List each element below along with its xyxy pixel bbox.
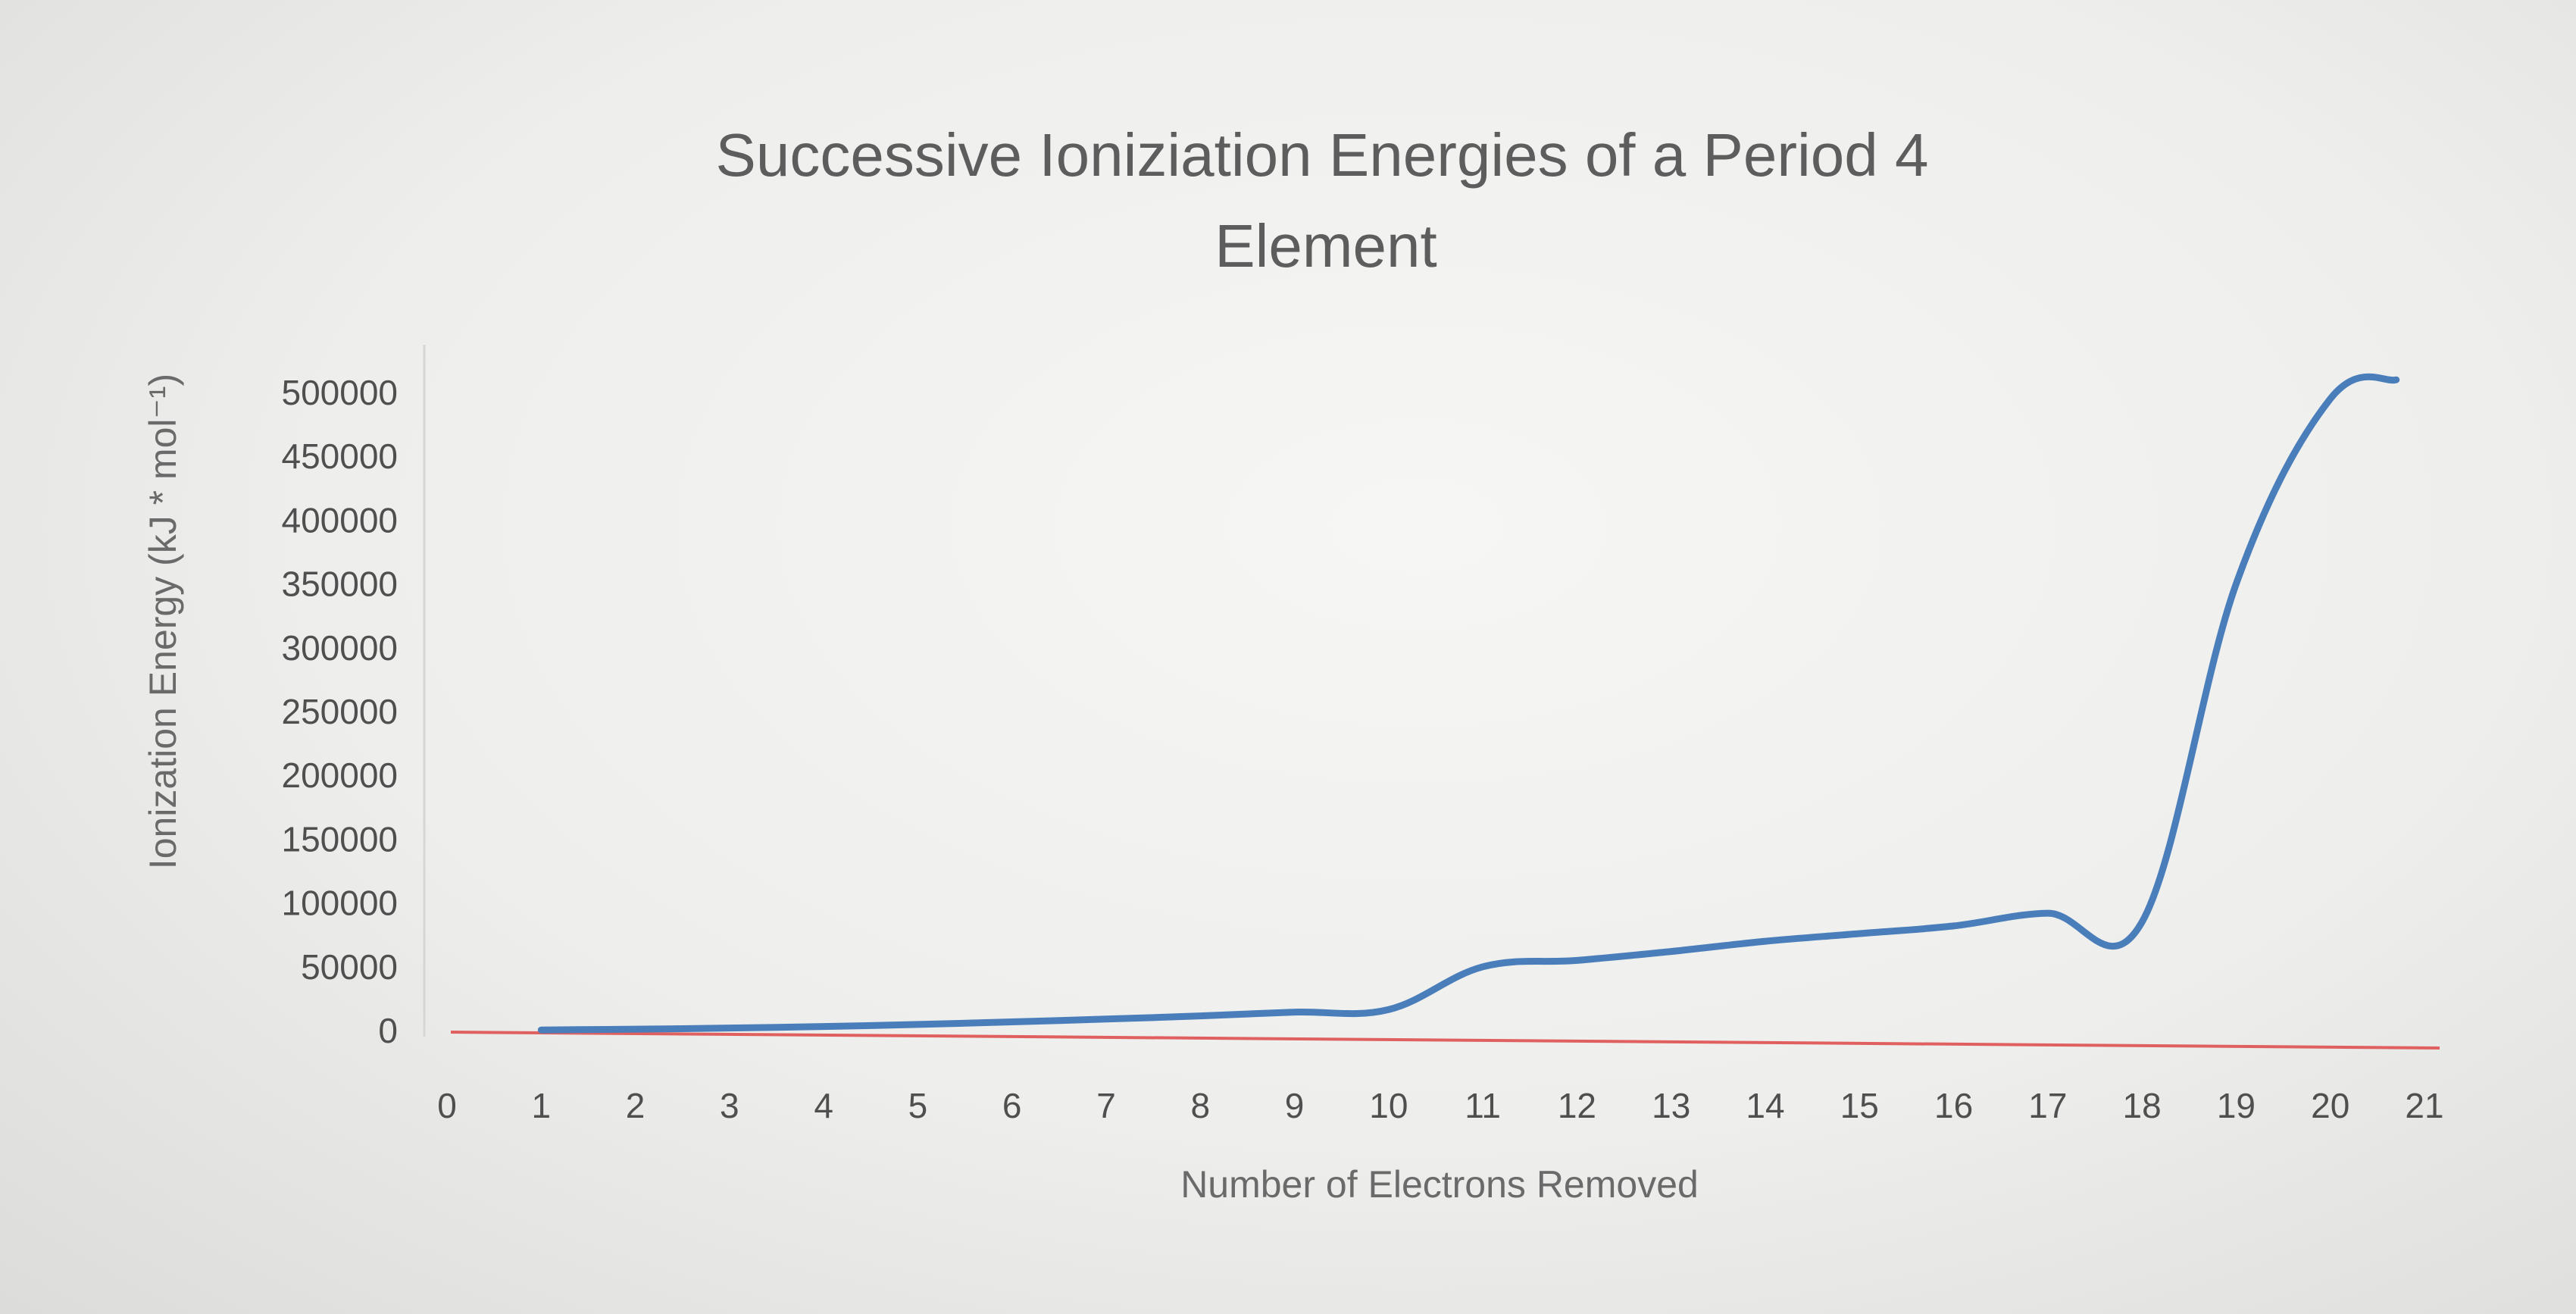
y-tick-label: 50000 [301, 947, 398, 987]
series-line [537, 373, 2400, 1034]
y-tick-label: 300000 [282, 628, 399, 668]
x-tick-label: 2 [626, 1086, 646, 1125]
y-tick-label: 500000 [282, 373, 399, 412]
x-tick-label: 1 [531, 1086, 551, 1125]
x-tick-label: 8 [1190, 1086, 1210, 1125]
x-tick-label: 5 [908, 1086, 928, 1125]
y-tick-label: 450000 [282, 436, 399, 476]
x-tick-label: 15 [1840, 1086, 1879, 1125]
x-tick-label: 20 [2311, 1086, 2349, 1125]
x-tick-label: 19 [2217, 1086, 2256, 1125]
x-tick-label: 0 [437, 1086, 457, 1125]
x-tick-label: 6 [1002, 1086, 1022, 1125]
y-tick-label: 100000 [282, 884, 399, 923]
chart-title-line-1: Successive Ioniziation Energies of a Per… [716, 121, 1929, 189]
y-tick-label: 400000 [282, 500, 399, 540]
x-tick-label: 11 [1465, 1086, 1501, 1125]
x-axis-line [450, 1031, 2440, 1050]
chart-title-line-2: Element [1215, 212, 1436, 280]
y-tick-label: 150000 [282, 819, 399, 859]
x-tick-label: 10 [1369, 1086, 1408, 1125]
x-tick-label: 14 [1746, 1086, 1784, 1125]
x-tick-label: 3 [720, 1086, 739, 1125]
y-axis-label: Ionization Energy (kJ * mol⁻¹) [142, 374, 184, 869]
x-tick-label: 16 [1934, 1086, 1973, 1125]
x-tick-label: 18 [2123, 1086, 2162, 1125]
x-tick-label: 9 [1285, 1086, 1305, 1125]
x-tick-label: 13 [1652, 1086, 1690, 1125]
y-tick-label: 0 [378, 1011, 398, 1050]
y-tick-label: 200000 [282, 756, 399, 795]
x-tick-label: 4 [814, 1086, 833, 1125]
x-tick-label: 17 [2028, 1086, 2067, 1125]
x-tick-label: 12 [1558, 1086, 1596, 1125]
y-tick-label: 350000 [282, 565, 399, 604]
plot-area: 0500001000001500002000002500003000003500… [282, 345, 2444, 1125]
x-tick-label: 21 [2405, 1086, 2443, 1125]
x-tick-label: 7 [1096, 1086, 1116, 1125]
y-tick-label: 250000 [282, 692, 399, 731]
x-axis-label: Number of Electrons Removed [1180, 1163, 1699, 1206]
